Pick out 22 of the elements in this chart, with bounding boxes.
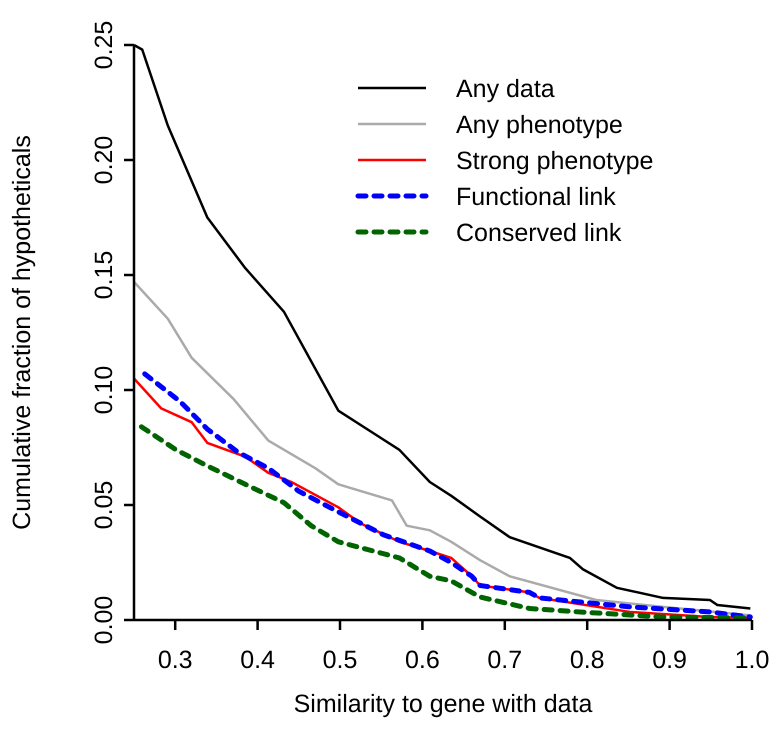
x-tick-label: 0.4: [240, 646, 276, 674]
x-tick-label: 1.0: [734, 646, 770, 674]
y-tick-label: 0.20: [90, 136, 118, 184]
y-tick-label: 0.05: [90, 480, 118, 530]
y-tick-label: 0.10: [90, 366, 118, 414]
x-tick-label: 0.5: [322, 646, 358, 674]
x-tick-label: 0.9: [652, 646, 687, 674]
legend-label: Strong phenotype: [456, 147, 654, 175]
x-tick-label: 0.6: [405, 646, 440, 674]
legend-label: Functional link: [456, 183, 616, 211]
y-tick-label: 0.00: [90, 596, 118, 644]
x-axis-title: Similarity to gene with data: [294, 690, 592, 718]
y-tick-label: 0.15: [90, 250, 118, 300]
legend-label: Conserved link: [456, 219, 622, 247]
legend-label: Any phenotype: [456, 111, 623, 139]
x-tick-label: 0.3: [158, 646, 193, 674]
legend-label: Any data: [456, 75, 555, 103]
x-tick-label: 0.7: [487, 646, 522, 674]
y-tick-label: 0.25: [90, 20, 118, 70]
x-tick-label: 0.8: [570, 646, 605, 674]
line-series: [132, 280, 752, 617]
y-axis-title: Cumulative fraction of hypotheticals: [8, 135, 36, 530]
